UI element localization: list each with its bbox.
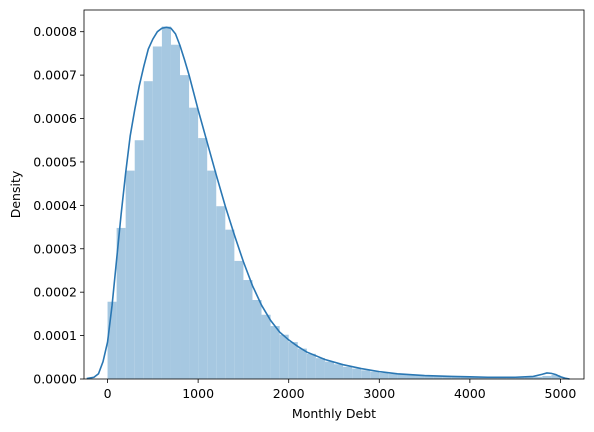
histogram-bar [388, 373, 398, 379]
histogram-bar [352, 368, 362, 379]
x-axis-label: Monthly Debt [292, 406, 376, 421]
histogram-bar [469, 376, 479, 379]
histogram-bar [279, 334, 289, 379]
histogram-bar [324, 361, 334, 379]
y-tick-label: 0.0008 [33, 24, 77, 39]
histogram-bar [152, 46, 162, 379]
histogram-bar [207, 170, 217, 379]
histogram-bar [170, 44, 181, 380]
histogram-bar [524, 376, 534, 379]
histogram-bar [415, 375, 425, 379]
histogram-bar [460, 376, 470, 379]
histogram-bar [261, 314, 271, 379]
histogram-bar [297, 348, 307, 379]
histogram-bar [225, 229, 235, 379]
histogram-bar [406, 374, 416, 379]
y-tick-label: 0.0007 [33, 68, 77, 83]
histogram-bar [397, 374, 407, 379]
x-tick-label: 1000 [182, 386, 214, 401]
histogram-bar [334, 364, 344, 379]
histogram-bar [379, 372, 389, 379]
histogram-bar [306, 353, 316, 379]
histogram-bar [116, 227, 126, 379]
histogram-bar [433, 375, 443, 379]
y-tick-label: 0.0005 [33, 154, 77, 169]
histogram-bar [542, 375, 552, 379]
y-axis: 0.0000 0.0001 0.0002 0.0003 0.0004 0.0005 0.00… [33, 24, 84, 387]
histogram-bar [270, 326, 280, 379]
histogram-bar [315, 358, 325, 379]
x-tick-label: 4000 [454, 386, 486, 401]
x-tick-label: 5000 [545, 386, 577, 401]
histogram-bar [189, 107, 199, 380]
y-tick-label: 0.0006 [33, 111, 77, 126]
y-tick-label: 0.0001 [33, 328, 77, 343]
histogram-bar [252, 299, 262, 379]
histogram-bar [288, 342, 298, 379]
histogram-bar [143, 81, 153, 379]
x-tick-label: 0 [104, 386, 112, 401]
histogram-bar [551, 375, 561, 379]
histogram-bar [125, 170, 135, 379]
y-tick-label: 0.0003 [33, 241, 77, 256]
y-axis-label: Density [8, 170, 23, 218]
histogram-bar [216, 206, 226, 379]
x-axis: 0 1000 2000 3000 4000 5000 [104, 379, 577, 401]
y-tick-label: 0.0002 [33, 285, 77, 300]
histogram-bar [370, 371, 380, 379]
histogram-bar [180, 75, 190, 379]
y-tick-label: 0.0004 [33, 198, 77, 213]
histogram-bar [361, 370, 371, 379]
histogram-bar [515, 376, 525, 379]
histogram-bar [161, 26, 171, 380]
histogram-bar [243, 280, 253, 379]
kde-curve [86, 26, 570, 380]
x-tick-label: 2000 [273, 386, 305, 401]
histogram-bar [343, 366, 353, 379]
histogram-bar [234, 260, 244, 379]
y-tick-label: 0.0000 [33, 372, 77, 387]
histogram-bar [451, 376, 461, 379]
plot-frame [83, 9, 585, 380]
histogram-bar [424, 375, 434, 379]
histogram-bar [107, 301, 117, 379]
histogram-bar [198, 138, 208, 379]
histogram-bar [442, 376, 452, 379]
histogram-bar [533, 376, 543, 379]
histogram-bar [134, 140, 144, 379]
histogram-bars [107, 26, 561, 380]
x-tick-label: 3000 [363, 386, 395, 401]
